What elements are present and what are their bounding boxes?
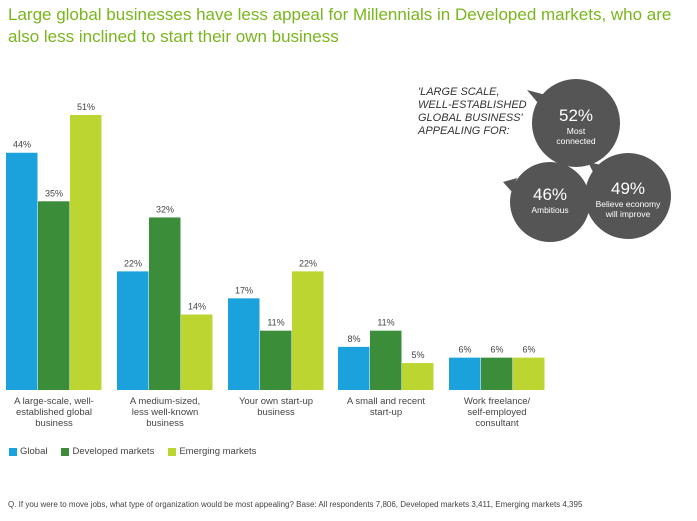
- callout-text-0-1: connected: [556, 136, 595, 146]
- data-label-4-1: 6%: [490, 345, 503, 355]
- bar-4-2: [513, 357, 545, 390]
- data-label-0-0: 44%: [13, 140, 31, 150]
- data-label-3-0: 8%: [347, 334, 360, 344]
- data-label-2-1: 11%: [267, 318, 284, 328]
- legend-item-emerging: Emerging markets: [168, 446, 256, 457]
- data-label-0-2: 51%: [77, 102, 95, 112]
- category-label-4-1: self-employed: [467, 407, 526, 418]
- callout-bubble-2: [585, 153, 671, 239]
- callout-text-1-0: Ambitious: [531, 205, 568, 215]
- category-label-2-0: Your own start-up: [239, 396, 313, 407]
- legend: Global Developed markets Emerging market…: [9, 446, 256, 457]
- data-label-1-2: 14%: [188, 302, 206, 312]
- bar-4-1: [481, 357, 513, 390]
- category-label-3-0: A small and recent: [347, 396, 426, 407]
- bar-2-1: [260, 330, 292, 390]
- bar-0-1: [38, 201, 70, 390]
- bar-3-2: [402, 363, 434, 390]
- callout-label: 'LARGE SCALE, WELL-ESTABLISHED GLOBAL BU…: [418, 86, 527, 137]
- bar-3-1: [370, 330, 402, 390]
- bar-1-2: [181, 314, 213, 390]
- category-label-1-0: A medium-sized,: [130, 396, 200, 407]
- data-label-3-1: 11%: [377, 318, 394, 328]
- category-label-0-0: A large-scale, well-: [14, 396, 94, 407]
- data-label-2-0: 17%: [235, 285, 253, 295]
- data-label-4-0: 6%: [458, 345, 471, 355]
- data-label-1-0: 22%: [124, 258, 142, 268]
- category-label-0-2: business: [35, 418, 73, 429]
- category-label-4-2: consultant: [475, 418, 519, 429]
- legend-swatch-emerging: [168, 447, 177, 456]
- legend-item-developed: Developed markets: [61, 446, 154, 457]
- legend-swatch-global: [9, 447, 17, 456]
- bar-2-2: [292, 271, 324, 390]
- data-label-4-2: 6%: [522, 345, 535, 355]
- legend-label-global: Global: [20, 446, 48, 457]
- category-label-2-1: business: [257, 407, 295, 418]
- category-label-0-1: established global: [16, 407, 92, 418]
- callout-bubble-0: [532, 79, 620, 167]
- callout-text-2-1: will improve: [605, 209, 651, 219]
- category-label-1-1: less well-known: [132, 407, 199, 418]
- bar-2-0: [228, 298, 260, 390]
- data-label-2-2: 22%: [299, 258, 317, 268]
- legend-item-global: Global: [9, 446, 47, 457]
- legend-label-emerging: Emerging markets: [179, 446, 257, 457]
- bar-1-1: [149, 217, 181, 390]
- bar-1-0: [117, 271, 149, 390]
- chart-title: Large global businesses have less appeal…: [8, 5, 672, 46]
- data-label-0-1: 35%: [45, 188, 63, 198]
- legend-label-developed: Developed markets: [72, 446, 155, 457]
- bar-3-0: [338, 346, 370, 390]
- callout-text-0-0: Most: [567, 126, 586, 136]
- data-label-1-1: 32%: [156, 204, 174, 214]
- category-label-4-0: Work freelance/: [464, 396, 531, 407]
- callout-value-1: 46%: [533, 185, 567, 204]
- legend-swatch-developed: [61, 447, 70, 456]
- bar-0-0: [6, 152, 38, 390]
- callout-bubble-1: [510, 162, 590, 242]
- category-label-3-1: start-up: [370, 407, 402, 418]
- callout-bubble-tail-1: [503, 178, 517, 192]
- bar-4-0: [449, 357, 481, 390]
- callout-value-0: 52%: [559, 106, 593, 125]
- category-label-1-2: business: [146, 418, 184, 429]
- footnote: Q. If you were to move jobs, what type o…: [8, 500, 583, 509]
- bar-0-2: [70, 115, 102, 390]
- data-label-3-2: 5%: [411, 350, 424, 360]
- callout-value-2: 49%: [611, 179, 645, 198]
- callout-text-2-0: Believe economy: [596, 199, 661, 209]
